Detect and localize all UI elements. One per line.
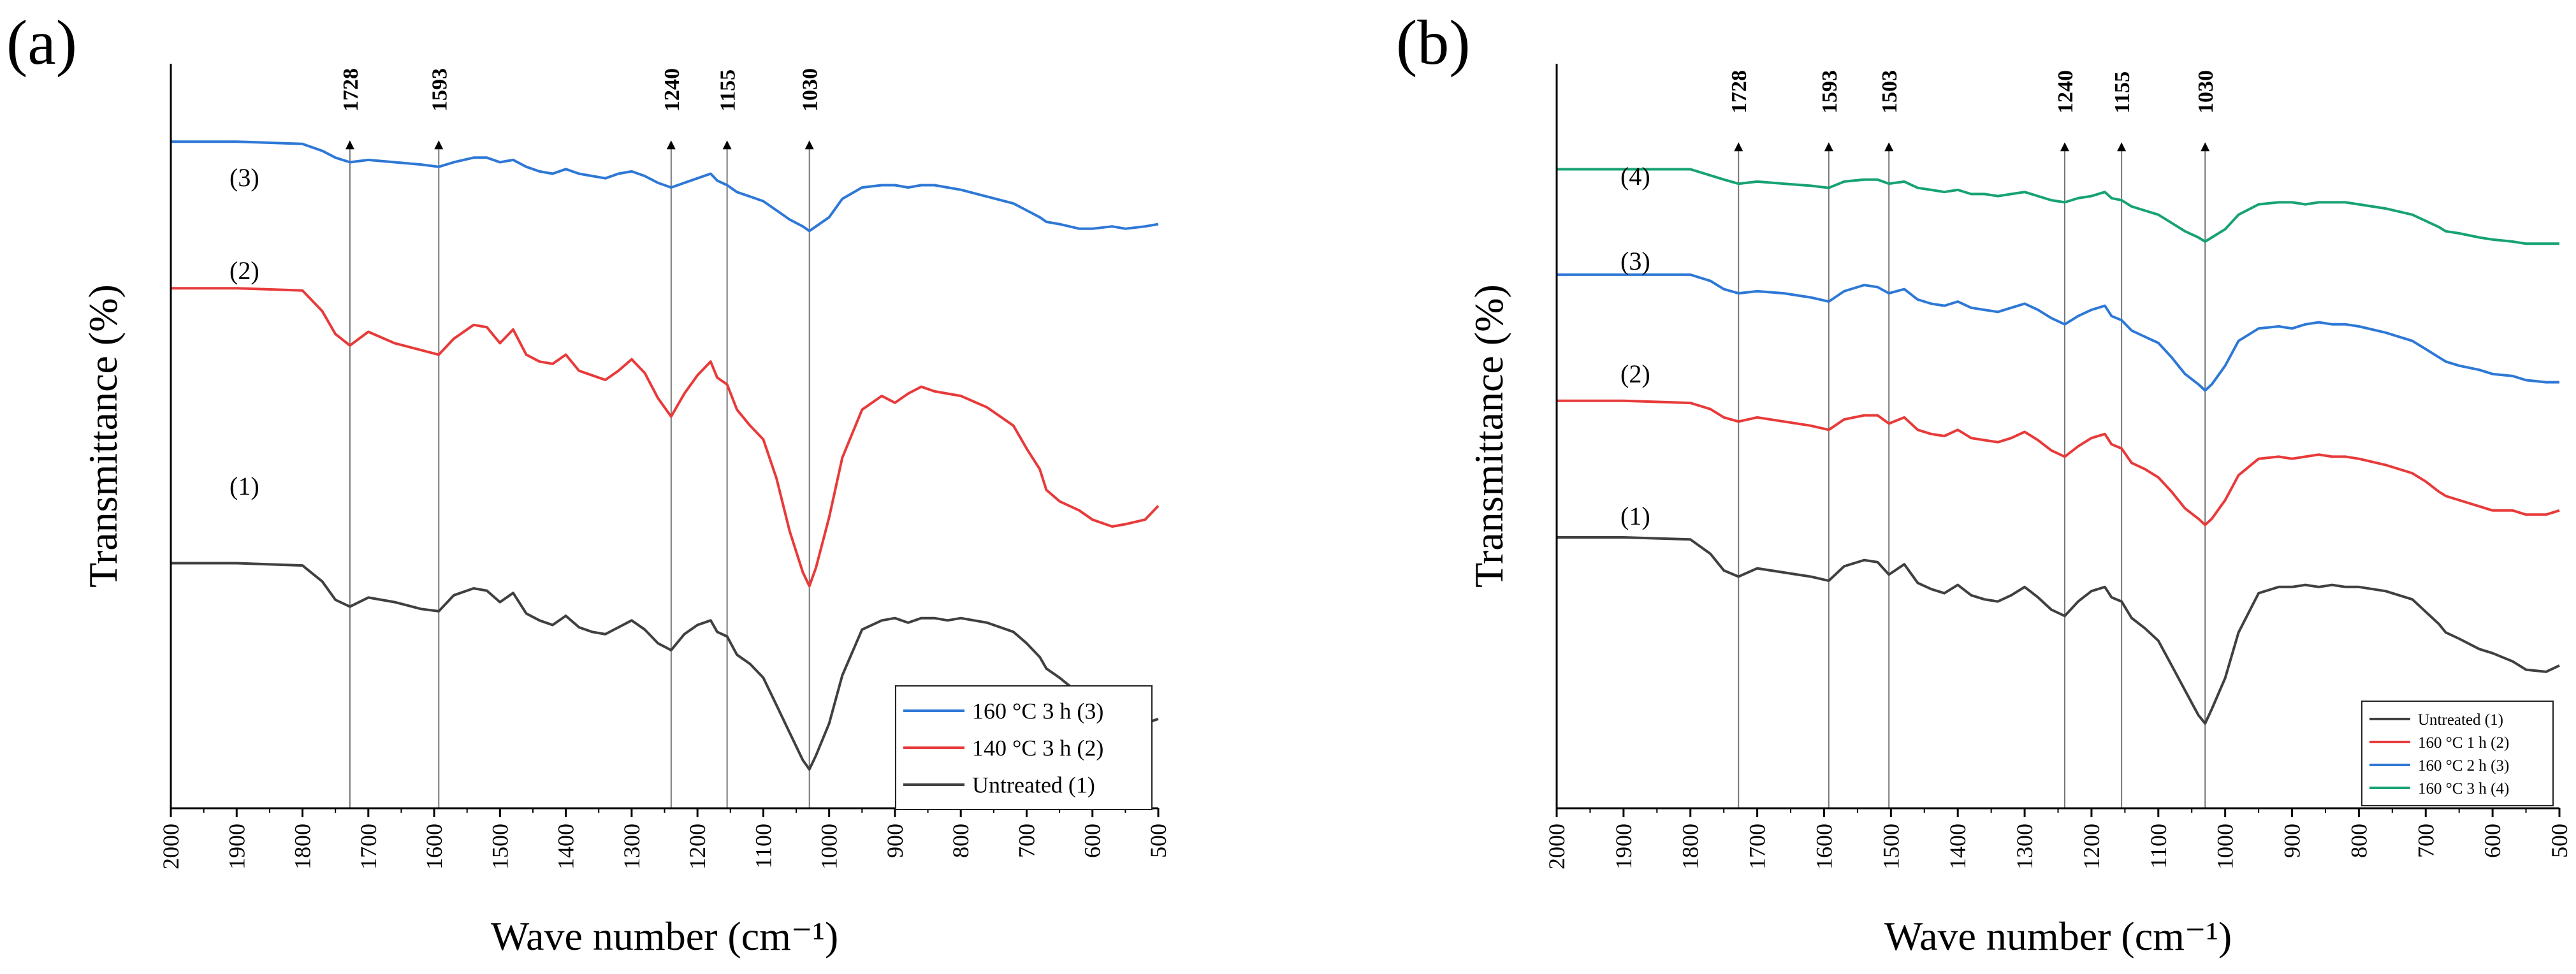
- peak-marker-label: 1503: [1878, 70, 1902, 113]
- series-line: [171, 140, 1159, 233]
- curve-label: (2): [1620, 360, 1650, 388]
- x-tick-label: 2000: [1544, 824, 1569, 869]
- peak-marker-label: 1240: [660, 68, 684, 112]
- peak-marker-label: 1030: [2194, 70, 2218, 113]
- x-tick-label: 800: [2346, 824, 2371, 858]
- peak-marker-label: 1155: [717, 69, 740, 112]
- x-tick-label: 900: [882, 824, 908, 858]
- x-tick-label: 600: [1080, 824, 1105, 858]
- chart-svg: (a) 1728 1593 1240 1155 1030 (1) (2) (3) 2000 1900…: [6, 7, 1171, 959]
- x-tick-label: 1000: [817, 824, 842, 869]
- x-tick-label: 1800: [1678, 824, 1703, 869]
- x-tick-label: 1900: [224, 824, 249, 869]
- x-tick-label: 1700: [356, 824, 381, 869]
- y-axis-title: Transmittance (%): [80, 284, 126, 588]
- curve-label: (3): [1620, 247, 1650, 275]
- peak-marker-label: 1155: [2111, 71, 2134, 113]
- x-tick-label: 1300: [619, 824, 644, 869]
- series-line: [1557, 273, 2559, 392]
- curve-label: (1): [229, 472, 259, 500]
- peak-marker-label: 1728: [1728, 70, 1751, 113]
- x-tick-label: 2000: [158, 824, 184, 869]
- curve-label: (2): [229, 256, 259, 285]
- x-tick-label: 1500: [487, 824, 513, 869]
- x-tick-label: 700: [2413, 824, 2438, 858]
- x-tick-label: 1600: [1811, 824, 1837, 869]
- x-tick-label: 1700: [1745, 824, 1770, 869]
- x-tick-label: 900: [2280, 824, 2305, 858]
- series-line: [1557, 536, 2560, 725]
- x-tick-label: 800: [948, 824, 973, 858]
- x-tick-label: 1400: [553, 824, 579, 869]
- legend-label: Untreated (1): [972, 773, 1095, 798]
- chart-svg: (b) 1728 1593 1503 1240 1155 1030 (1) (2) (3) (4) 2…: [1396, 7, 2572, 959]
- curve-label: (1): [1620, 502, 1650, 530]
- panel-label: (a): [6, 7, 77, 78]
- curve-label: (4): [1620, 162, 1650, 191]
- x-tick-label: 500: [2547, 824, 2572, 858]
- y-axis-title: Transmittance (%): [1466, 284, 1511, 588]
- series-line: [171, 562, 1159, 771]
- legend-label: Untreated (1): [2418, 711, 2503, 729]
- series-line: [1557, 168, 2559, 245]
- x-tick-label: 1000: [2213, 824, 2238, 869]
- peak-marker-label: 1728: [339, 68, 363, 112]
- legend-label: 160 °C 1 h (2): [2418, 734, 2509, 752]
- x-tick-label: 1900: [1611, 824, 1636, 869]
- x-tick-label: 1300: [2012, 824, 2037, 869]
- peak-marker-label: 1593: [428, 68, 451, 112]
- peak-marker-label: 1593: [1818, 70, 1842, 113]
- x-tick-label: 1100: [750, 824, 776, 869]
- x-tick-label: 1600: [421, 824, 447, 869]
- legend-label: 160 °C 3 h (4): [2418, 780, 2509, 797]
- x-tick-label: 1200: [2079, 824, 2104, 869]
- series-line: [171, 287, 1160, 588]
- legend-label: 160 °C 3 h (3): [972, 699, 1103, 724]
- x-tick-label: 700: [1014, 824, 1039, 858]
- x-tick-label: 500: [1146, 824, 1171, 858]
- legend-label: 140 °C 3 h (2): [972, 736, 1103, 761]
- x-tick-label: 600: [2480, 824, 2505, 858]
- x-axis-title: Wave number (cm⁻¹): [1884, 913, 2232, 959]
- chart-panel-a: (a) 1728 1593 1240 1155 1030 (1) (2) (3) 2000 1900…: [6, 7, 1171, 959]
- x-tick-label: 1400: [1945, 824, 1970, 869]
- chart-panel-b: (b) 1728 1593 1503 1240 1155 1030 (1) (2) (3) (4) 2…: [1390, 0, 2576, 974]
- panel-label: (b): [1396, 7, 1471, 78]
- x-tick-label: 1100: [2146, 824, 2171, 869]
- peak-marker-label: 1030: [799, 68, 822, 112]
- x-axis-title: Wave number (cm⁻¹): [491, 913, 838, 959]
- x-tick-label: 1200: [685, 824, 710, 869]
- curve-label: (3): [229, 163, 259, 192]
- legend-label: 160 °C 2 h (3): [2418, 757, 2509, 774]
- x-tick-label: 1800: [290, 824, 316, 869]
- x-tick-label: 1500: [1878, 824, 1903, 869]
- peak-marker-label: 1240: [2054, 70, 2078, 113]
- series-line: [1557, 399, 2560, 527]
